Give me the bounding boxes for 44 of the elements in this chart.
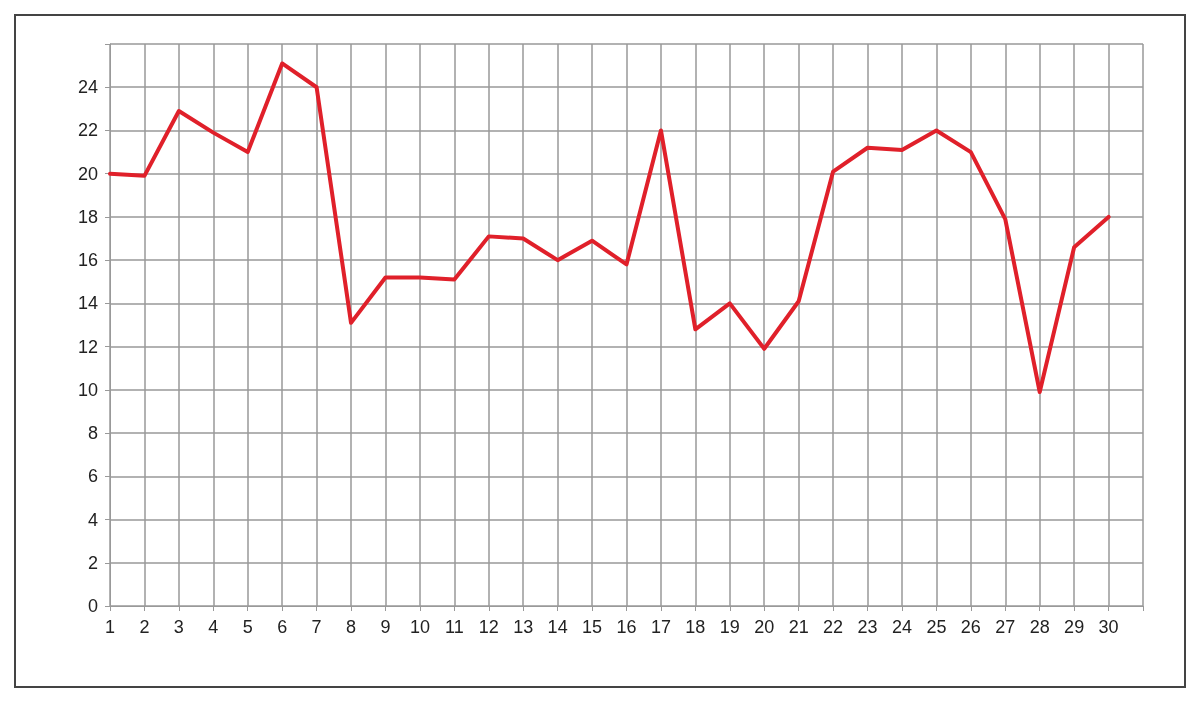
x-tick-label: 16	[616, 617, 637, 637]
x-tick-label: 9	[380, 617, 391, 637]
y-tick-label: 0	[87, 596, 98, 616]
x-tick-label: 1	[104, 617, 116, 637]
x-tick-label: 8	[346, 617, 357, 637]
x-tick-label: 19	[719, 617, 740, 637]
x-tick-label: 18	[685, 617, 706, 637]
x-tick-label: 23	[857, 617, 878, 637]
y-tick-label: 10	[77, 379, 98, 400]
x-tick-label: 25	[926, 617, 947, 637]
x-tick-label: 6	[277, 617, 288, 637]
y-tick-label: 24	[77, 77, 98, 98]
x-tick-label: 30	[1098, 617, 1119, 637]
y-tick-label: 18	[77, 206, 98, 227]
x-tick-label: 11	[444, 617, 464, 637]
y-tick-label: 20	[77, 163, 98, 184]
x-tick-label: 20	[754, 617, 775, 637]
y-tick-label: 2	[87, 552, 98, 573]
x-tick-label: 24	[891, 617, 912, 637]
y-tick-label: 4	[87, 509, 98, 530]
y-tick-label: 16	[77, 250, 98, 271]
x-tick-label: 3	[173, 617, 184, 637]
x-tick-label: 14	[547, 617, 568, 637]
x-tick-label: 21	[788, 617, 809, 637]
x-tick-label: 28	[1029, 617, 1050, 637]
y-tick-label: 12	[77, 336, 98, 357]
x-tick-label: 2	[139, 617, 150, 637]
line-series	[108, 61, 1111, 395]
x-tick-label: 5	[242, 617, 253, 637]
x-tick-label: 15	[582, 617, 603, 637]
x-tick-label: 26	[960, 617, 981, 637]
x-tick-label: 12	[478, 617, 499, 637]
x-tick-label: 27	[995, 617, 1016, 637]
x-tick-label: 10	[409, 617, 430, 637]
y-tick-label: 8	[87, 423, 98, 444]
x-tick-label: 13	[513, 617, 534, 637]
x-tick-label: 4	[208, 617, 219, 637]
x-tick-label: 7	[311, 617, 322, 637]
y-tick-label: 22	[77, 120, 98, 141]
y-tick-label: 6	[87, 466, 98, 487]
x-tick-label: 22	[823, 617, 844, 637]
x-tick-label: 17	[650, 617, 671, 637]
y-tick-label: 14	[77, 293, 98, 314]
x-tick-label: 29	[1064, 617, 1085, 637]
